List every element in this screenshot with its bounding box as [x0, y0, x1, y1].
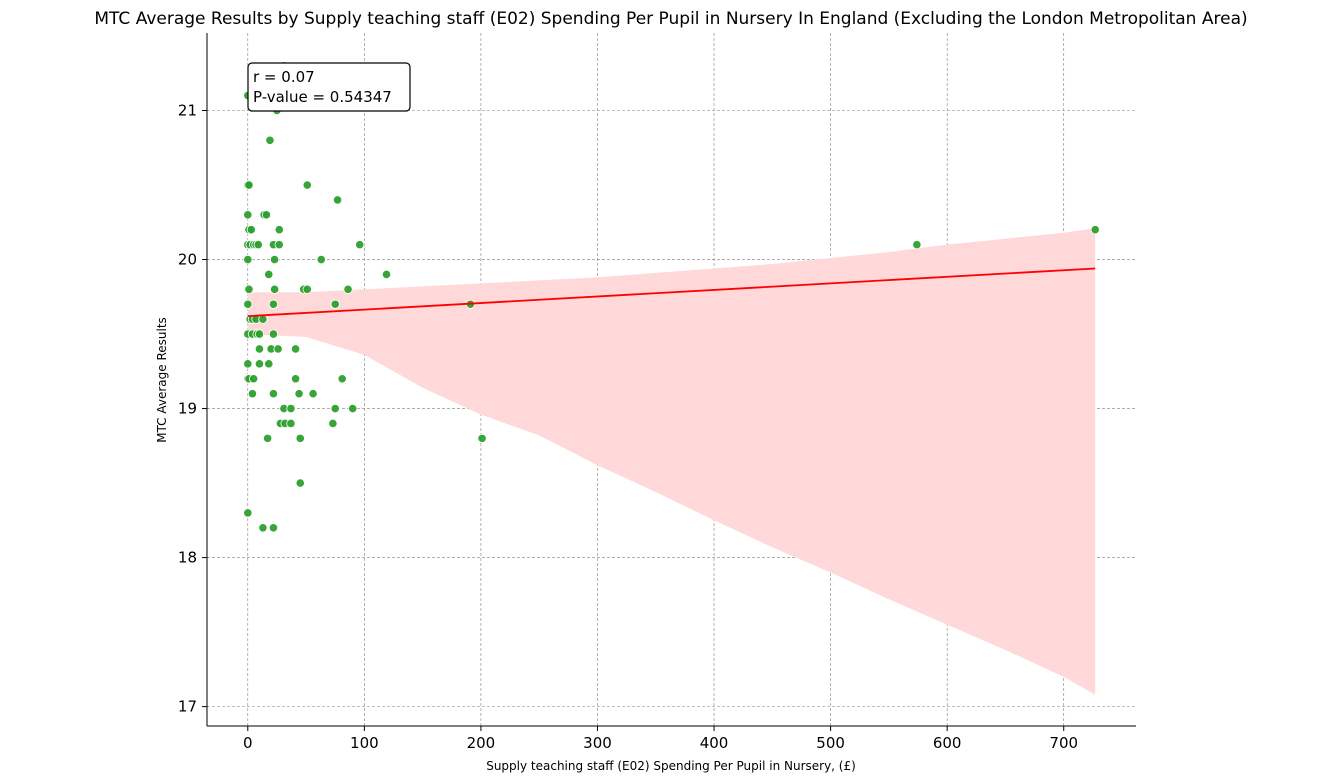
- data-point: [258, 523, 268, 533]
- data-point: [330, 299, 340, 309]
- data-point: [270, 284, 280, 294]
- data-point: [268, 299, 279, 309]
- data-point: [268, 389, 279, 399]
- data-point: [264, 269, 274, 280]
- x-tick-label: 300: [583, 734, 612, 752]
- data-point: [477, 433, 487, 443]
- data-point: [273, 344, 283, 354]
- confidence-band-layer: [247, 228, 1096, 695]
- data-point: [912, 240, 922, 250]
- data-point: [268, 523, 279, 533]
- x-tick-label: 400: [700, 734, 729, 752]
- data-point: [381, 269, 392, 280]
- points-layer: [243, 61, 1100, 533]
- y-tick-label: 18: [178, 549, 197, 567]
- x-tick-label: 600: [933, 734, 962, 752]
- x-axis-label: Supply teaching staff (E02) Spending Per…: [486, 759, 856, 773]
- data-point: [263, 433, 273, 443]
- y-tick-label: 17: [178, 698, 197, 716]
- x-tick-label: 100: [350, 734, 379, 752]
- data-point: [253, 240, 263, 250]
- data-point: [343, 284, 353, 294]
- data-point: [254, 359, 265, 369]
- data-point: [286, 403, 296, 414]
- data-point: [249, 374, 259, 384]
- data-point: [316, 254, 326, 265]
- y-tick-label: 20: [178, 251, 197, 269]
- x-tick-label: 700: [1049, 734, 1078, 752]
- confidence-band: [247, 228, 1096, 695]
- chart-title: MTC Average Results by Supply teaching s…: [94, 9, 1247, 29]
- axes: [202, 33, 1136, 731]
- data-point: [244, 284, 254, 294]
- data-point: [290, 344, 301, 354]
- data-point: [246, 225, 256, 235]
- x-tick-label: 200: [467, 734, 496, 752]
- data-point: [328, 418, 338, 429]
- data-point: [348, 403, 358, 414]
- data-point: [265, 135, 275, 145]
- data-point: [274, 225, 284, 235]
- data-point: [337, 374, 347, 384]
- data-point: [295, 433, 305, 443]
- data-point: [270, 254, 280, 265]
- stats-box-frame: [247, 62, 411, 112]
- data-point: [261, 210, 272, 220]
- data-point: [330, 403, 340, 414]
- x-tick-label: 0: [243, 734, 253, 752]
- y-axis-label: MTC Average Results: [155, 317, 169, 443]
- data-point: [274, 240, 284, 250]
- data-point: [243, 299, 253, 309]
- data-point: [1090, 225, 1100, 235]
- data-point: [243, 508, 253, 518]
- data-point: [247, 389, 258, 399]
- regression-line: [247, 267, 1096, 318]
- y-tick-label: 19: [178, 400, 197, 418]
- data-point: [355, 240, 365, 250]
- data-point: [308, 389, 318, 399]
- stats-r-value: r = 0.07: [253, 68, 315, 86]
- data-point: [264, 359, 274, 369]
- tick-labels: 0 100 200 300 400 500 600 700 17 18 19 20 21: [178, 101, 1078, 752]
- data-point: [243, 359, 253, 369]
- data-point: [268, 329, 279, 339]
- stats-box: r = 0.07 P-value = 0.54347: [247, 62, 411, 112]
- x-tick-label: 500: [816, 734, 845, 752]
- regression-layer: [247, 267, 1096, 318]
- data-point: [243, 210, 253, 220]
- data-point: [254, 344, 265, 354]
- data-point: [290, 374, 301, 384]
- data-point: [332, 195, 343, 205]
- y-tick-label: 21: [178, 101, 197, 119]
- data-point: [243, 254, 253, 265]
- stats-p-value: P-value = 0.54347: [253, 88, 392, 106]
- data-point: [286, 418, 296, 429]
- data-point: [302, 284, 312, 294]
- data-point: [254, 329, 265, 339]
- data-point: [302, 180, 312, 190]
- data-point: [295, 478, 305, 488]
- data-point: [244, 180, 254, 190]
- data-point: [294, 389, 304, 399]
